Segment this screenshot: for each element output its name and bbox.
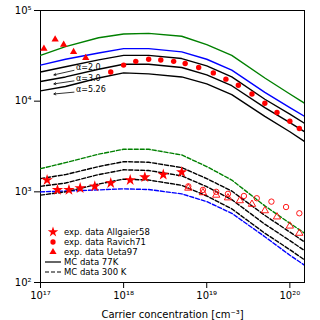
svg-text:10¹⁹: 10¹⁹: [196, 290, 217, 301]
svg-text:α=3.0: α=3.0: [76, 74, 101, 83]
svg-text:10¹⁷: 10¹⁷: [30, 290, 51, 301]
svg-text:exp. data Allgaier58: exp. data Allgaier58: [64, 227, 150, 237]
svg-text:exp. data Ueta97: exp. data Ueta97: [64, 247, 138, 257]
svg-text:exp. data Ravich71: exp. data Ravich71: [64, 237, 146, 247]
svg-text:α=2.0: α=2.0: [76, 63, 101, 72]
svg-text:10⁵: 10⁵: [15, 5, 32, 16]
svg-text:MC data 300 K: MC data 300 K: [64, 267, 127, 277]
svg-text:10³: 10³: [15, 186, 32, 197]
svg-text:MC data 77K: MC data 77K: [64, 257, 119, 267]
svg-text:10²: 10²: [15, 277, 32, 288]
svg-text:Carrier concentration [cm⁻³]: Carrier concentration [cm⁻³]: [101, 309, 243, 320]
svg-text:10⁴: 10⁴: [15, 95, 32, 106]
svg-text:10¹⁸: 10¹⁸: [113, 290, 134, 301]
svg-text:α=5.26: α=5.26: [76, 85, 106, 94]
svg-text:10²⁰: 10²⁰: [279, 290, 300, 301]
